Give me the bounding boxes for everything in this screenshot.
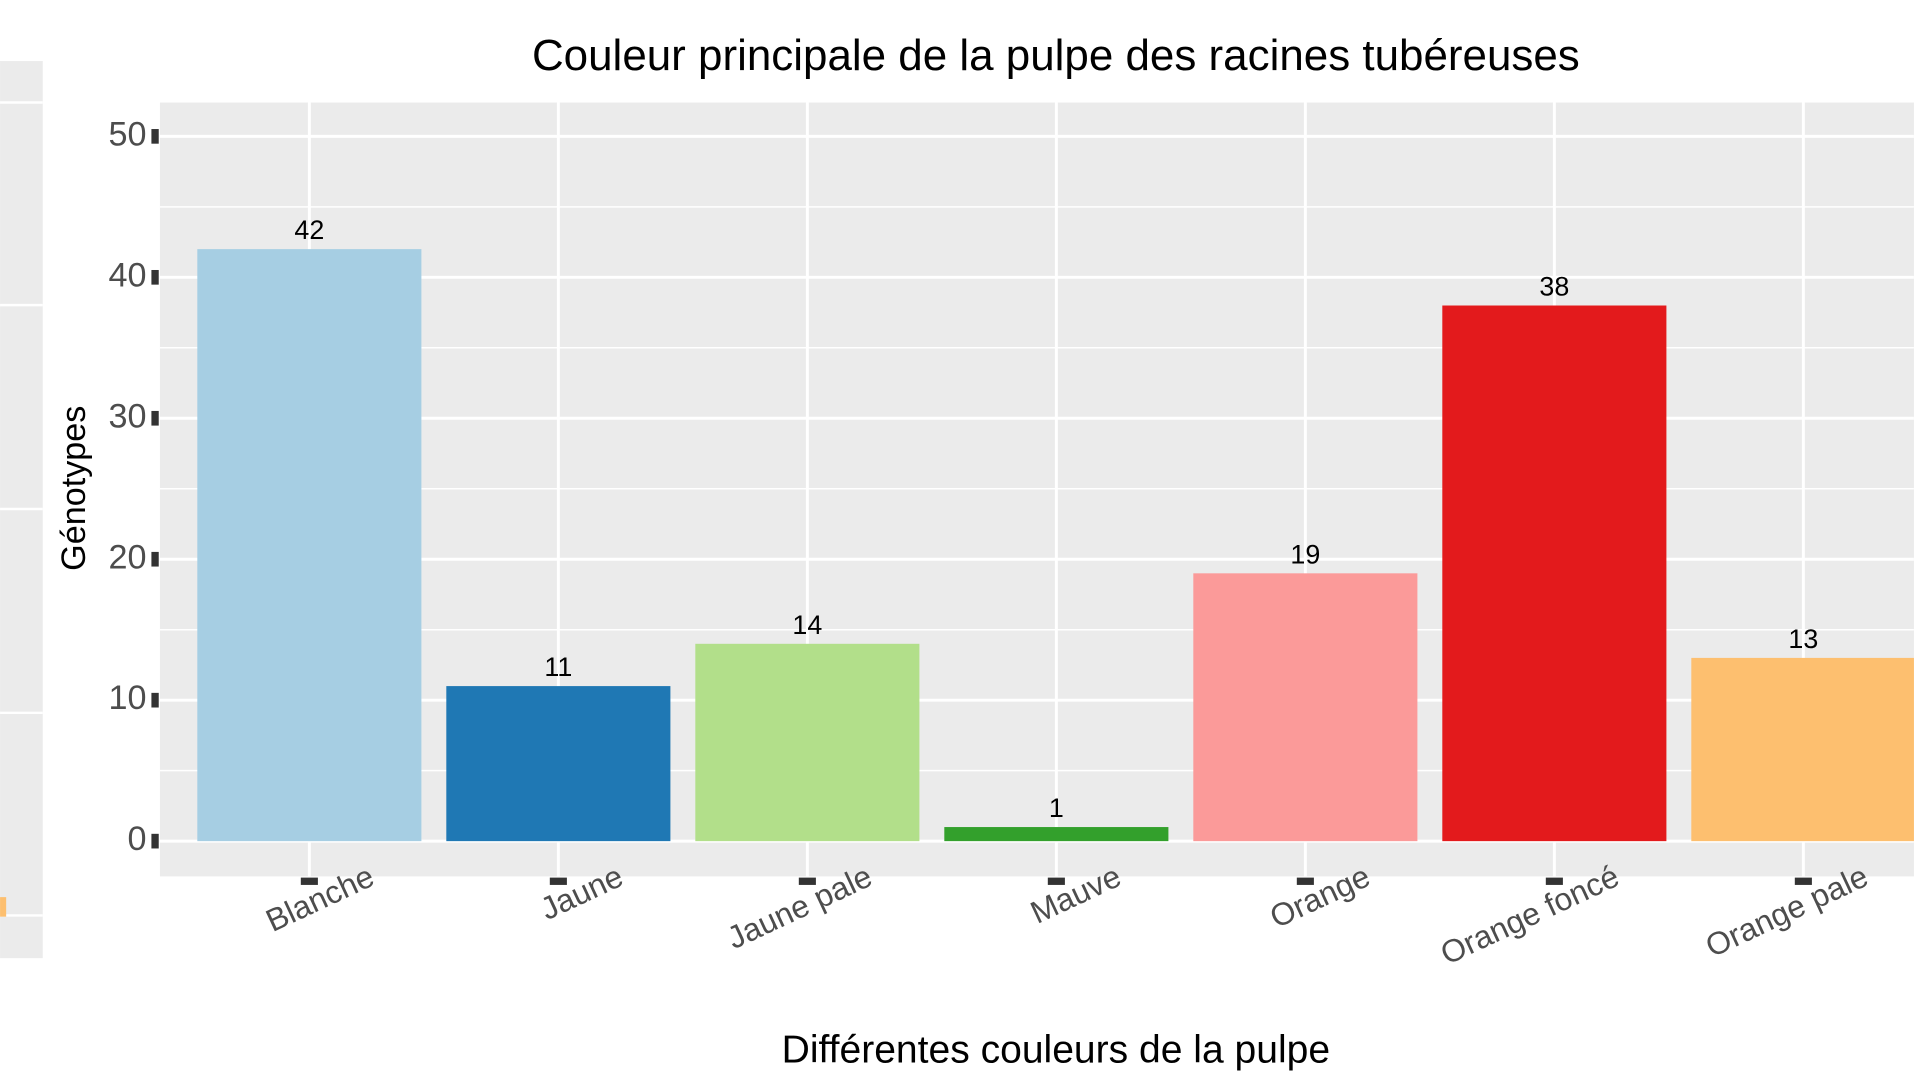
y-tick-label: 0: [128, 820, 147, 858]
y-tick-label: 10: [109, 679, 147, 717]
value-label: 19: [1290, 539, 1320, 569]
value-label: 1: [1049, 793, 1064, 823]
x-tick-mark: [1296, 877, 1314, 885]
value-label: 11: [544, 652, 572, 682]
y-tick-label: 30: [109, 397, 147, 435]
x-tick-mark: [549, 877, 567, 885]
value-label: 13: [1788, 624, 1818, 654]
y-tick-mark: [151, 692, 159, 708]
bar: [944, 827, 1169, 842]
y-tick-mark: [151, 269, 159, 285]
bar: [695, 643, 920, 842]
x-axis-label: Différentes couleurs de la pulpe: [782, 1028, 1330, 1071]
bar: [197, 249, 422, 842]
y-tick-label: 40: [109, 256, 147, 294]
bar: [1442, 305, 1667, 842]
y-axis-label: Génotypes: [55, 406, 93, 571]
bar: [1193, 573, 1418, 842]
y-tick-mark: [151, 551, 159, 567]
x-tick-mark: [300, 877, 318, 885]
neighbor-panel: [0, 61, 43, 959]
bar: [1691, 657, 1914, 842]
chart-title: Couleur principale de la pulpe des racin…: [532, 31, 1580, 80]
bar: [446, 686, 671, 842]
x-tick-mark: [1047, 877, 1065, 885]
x-tick-mark: [798, 877, 816, 885]
value-label: 14: [792, 610, 822, 640]
value-label: 42: [294, 215, 324, 245]
y-tick-label: 50: [109, 115, 147, 153]
y-tick-label: 20: [109, 538, 147, 576]
y-tick-mark: [151, 410, 159, 426]
y-tick-mark: [151, 833, 159, 849]
x-tick-mark: [1794, 877, 1812, 885]
y-tick-mark: [151, 129, 159, 144]
value-label: 38: [1539, 272, 1569, 302]
x-tick-mark: [1545, 877, 1563, 885]
